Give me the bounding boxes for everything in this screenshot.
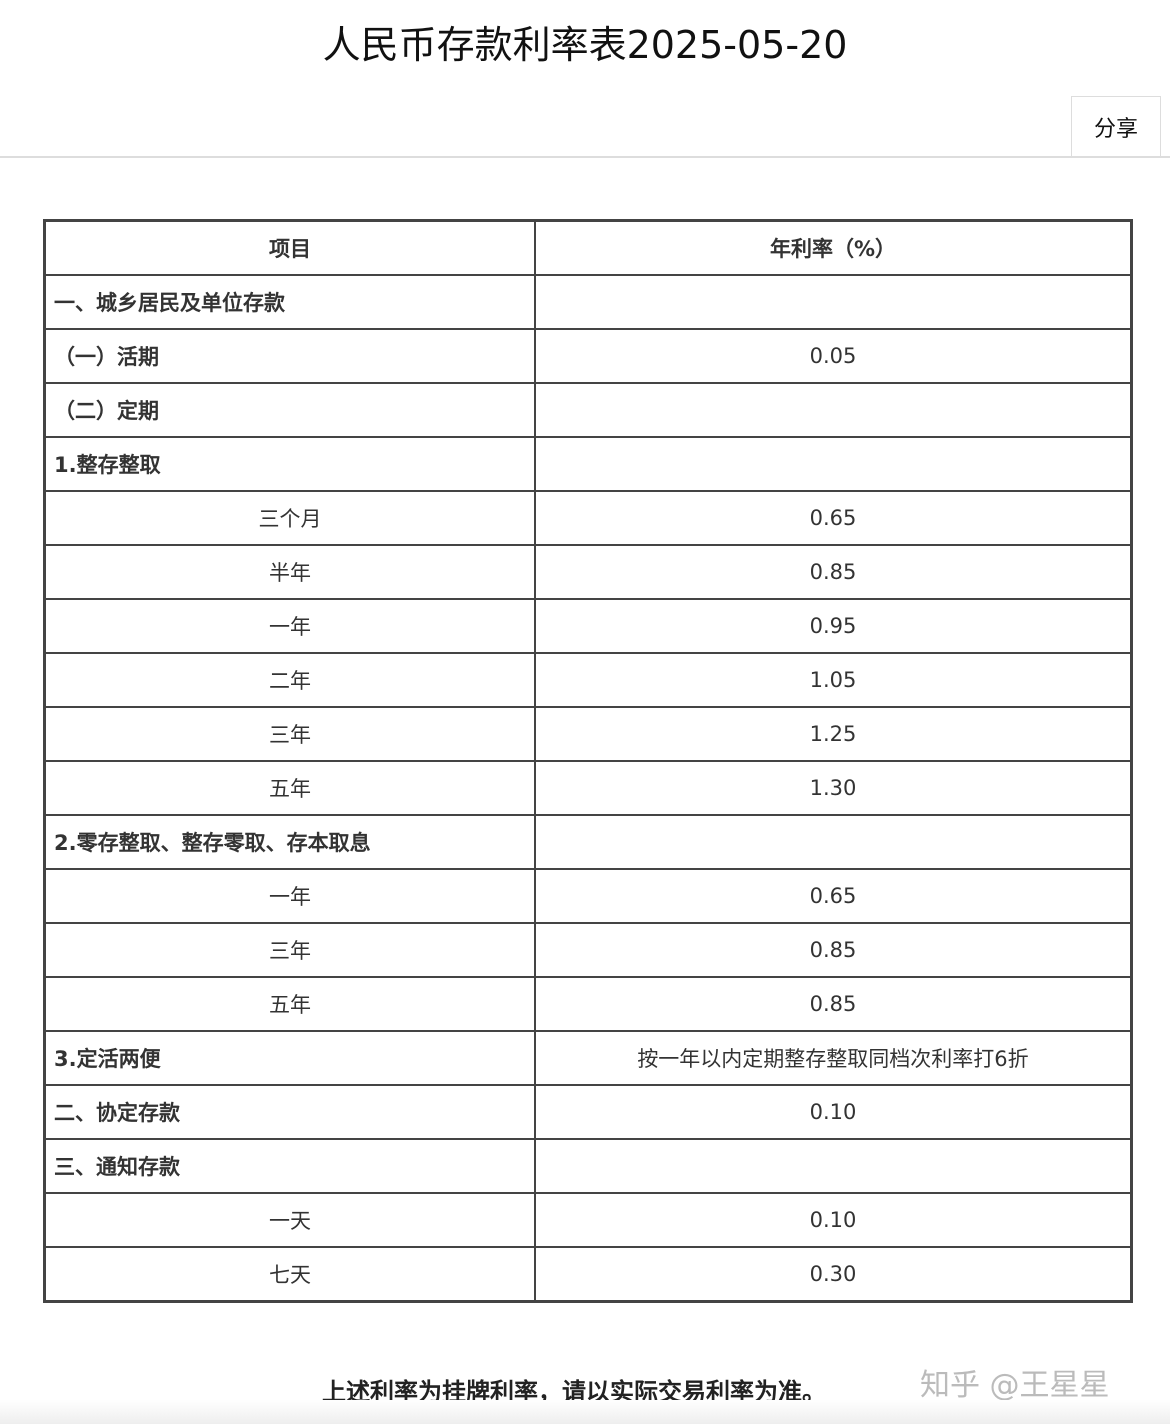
table-row: 半年 0.85 bbox=[43, 544, 1133, 600]
table-row: 三、通知存款 bbox=[43, 1138, 1133, 1194]
rate-cell: 1.30 bbox=[534, 760, 1133, 816]
table-row: 一年 0.65 bbox=[43, 868, 1133, 924]
table-row: 三个月 0.65 bbox=[43, 490, 1133, 546]
item-cell: 三、通知存款 bbox=[43, 1138, 536, 1194]
table-row: 2.零存整取、整存零取、存本取息 bbox=[43, 814, 1133, 870]
rate-cell: 0.05 bbox=[534, 328, 1133, 384]
table-row: （一）活期 0.05 bbox=[43, 328, 1133, 384]
table-row: 3.定活两便 按一年以内定期整存整取同档次利率打6折 bbox=[43, 1030, 1133, 1086]
table-row: 三年 0.85 bbox=[43, 922, 1133, 978]
item-cell: （一）活期 bbox=[43, 328, 536, 384]
item-cell: 五年 bbox=[43, 976, 536, 1032]
rate-cell: 0.65 bbox=[534, 868, 1133, 924]
table-row: 五年 0.85 bbox=[43, 976, 1133, 1032]
item-cell: 一年 bbox=[43, 868, 536, 924]
rate-cell bbox=[534, 436, 1133, 492]
table-row: 二年 1.05 bbox=[43, 652, 1133, 708]
item-cell: 一年 bbox=[43, 598, 536, 654]
table-row: 1.整存整取 bbox=[43, 436, 1133, 492]
rate-cell: 按一年以内定期整存整取同档次利率打6折 bbox=[534, 1030, 1133, 1086]
rate-cell bbox=[534, 814, 1133, 870]
table-row: 七天 0.30 bbox=[43, 1246, 1133, 1303]
rate-cell bbox=[534, 382, 1133, 438]
rate-cell: 0.10 bbox=[534, 1084, 1133, 1140]
item-cell: 七天 bbox=[43, 1246, 536, 1303]
rate-cell: 0.65 bbox=[534, 490, 1133, 546]
item-cell: 三年 bbox=[43, 706, 536, 762]
rate-cell: 0.85 bbox=[534, 976, 1133, 1032]
item-cell: 二年 bbox=[43, 652, 536, 708]
rate-cell: 0.85 bbox=[534, 544, 1133, 600]
page-title: 人民币存款利率表2025-05-20 bbox=[322, 23, 848, 67]
item-cell: 一、城乡居民及单位存款 bbox=[43, 274, 536, 330]
rate-cell: 0.30 bbox=[534, 1246, 1133, 1303]
item-cell: 二、协定存款 bbox=[43, 1084, 536, 1140]
rate-cell: 1.25 bbox=[534, 706, 1133, 762]
rate-cell: 1.05 bbox=[534, 652, 1133, 708]
rate-cell bbox=[534, 274, 1133, 330]
divider bbox=[0, 156, 1170, 158]
rate-cell: 0.95 bbox=[534, 598, 1133, 654]
table-row: 三年 1.25 bbox=[43, 706, 1133, 762]
item-cell: 五年 bbox=[43, 760, 536, 816]
item-cell: 半年 bbox=[43, 544, 536, 600]
rate-cell bbox=[534, 1138, 1133, 1194]
table-row: （二）定期 bbox=[43, 382, 1133, 438]
header-item: 项目 bbox=[43, 219, 536, 276]
rate-cell: 0.10 bbox=[534, 1192, 1133, 1248]
table-row: 一天 0.10 bbox=[43, 1192, 1133, 1248]
table-header-row: 项目 年利率（%） bbox=[43, 219, 1133, 276]
item-cell: 三年 bbox=[43, 922, 536, 978]
item-cell: 1.整存整取 bbox=[43, 436, 536, 492]
table-row: 五年 1.30 bbox=[43, 760, 1133, 816]
header-rate: 年利率（%） bbox=[534, 219, 1133, 276]
item-cell: 3.定活两便 bbox=[43, 1030, 536, 1086]
table-row: 二、协定存款 0.10 bbox=[43, 1084, 1133, 1140]
bottom-fade bbox=[0, 1400, 1170, 1424]
item-cell: 一天 bbox=[43, 1192, 536, 1248]
item-cell: 2.零存整取、整存零取、存本取息 bbox=[43, 814, 536, 870]
table-row: 一、城乡居民及单位存款 bbox=[43, 274, 1133, 330]
item-cell: 三个月 bbox=[43, 490, 536, 546]
interest-rate-table: 项目 年利率（%） 一、城乡居民及单位存款 （一）活期 0.05 （二）定期 1.整存整… bbox=[43, 219, 1133, 1303]
share-button[interactable]: 分享 bbox=[1071, 96, 1161, 156]
watermark: 知乎 @王星星 bbox=[920, 1368, 1110, 1403]
item-cell: （二）定期 bbox=[43, 382, 536, 438]
table-row: 一年 0.95 bbox=[43, 598, 1133, 654]
rate-cell: 0.85 bbox=[534, 922, 1133, 978]
